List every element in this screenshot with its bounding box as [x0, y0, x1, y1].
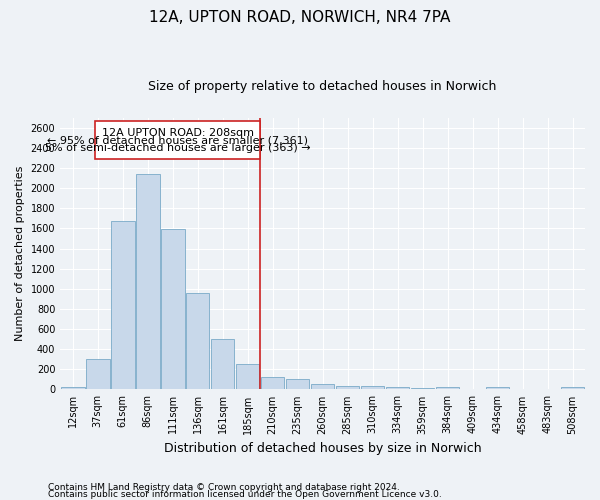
Bar [485, 388, 509, 390]
Bar [361, 386, 385, 390]
Text: 12A, UPTON ROAD, NORWICH, NR4 7PA: 12A, UPTON ROAD, NORWICH, NR4 7PA [149, 10, 451, 25]
Bar [311, 384, 334, 390]
X-axis label: Distribution of detached houses by size in Norwich: Distribution of detached houses by size … [164, 442, 481, 455]
Bar [211, 338, 235, 390]
Text: 12A UPTON ROAD: 208sqm: 12A UPTON ROAD: 208sqm [101, 128, 254, 138]
Bar [186, 293, 209, 390]
Bar [436, 387, 460, 390]
Bar [95, 121, 260, 159]
Bar [161, 229, 185, 390]
Y-axis label: Number of detached properties: Number of detached properties [15, 166, 25, 342]
Bar [536, 389, 559, 390]
Text: Contains public sector information licensed under the Open Government Licence v3: Contains public sector information licen… [48, 490, 442, 499]
Bar [560, 387, 584, 390]
Bar [286, 379, 310, 390]
Bar [336, 386, 359, 390]
Bar [461, 389, 484, 390]
Bar [86, 359, 110, 390]
Bar [236, 364, 259, 390]
Title: Size of property relative to detached houses in Norwich: Size of property relative to detached ho… [148, 80, 497, 93]
Text: Contains HM Land Registry data © Crown copyright and database right 2024.: Contains HM Land Registry data © Crown c… [48, 484, 400, 492]
Text: ← 95% of detached houses are smaller (7,361): ← 95% of detached houses are smaller (7,… [47, 136, 308, 145]
Bar [111, 222, 134, 390]
Bar [61, 387, 85, 390]
Bar [511, 389, 535, 390]
Bar [136, 174, 160, 390]
Bar [261, 377, 284, 390]
Bar [410, 388, 434, 390]
Text: 5% of semi-detached houses are larger (363) →: 5% of semi-detached houses are larger (3… [45, 144, 310, 154]
Bar [386, 388, 409, 390]
